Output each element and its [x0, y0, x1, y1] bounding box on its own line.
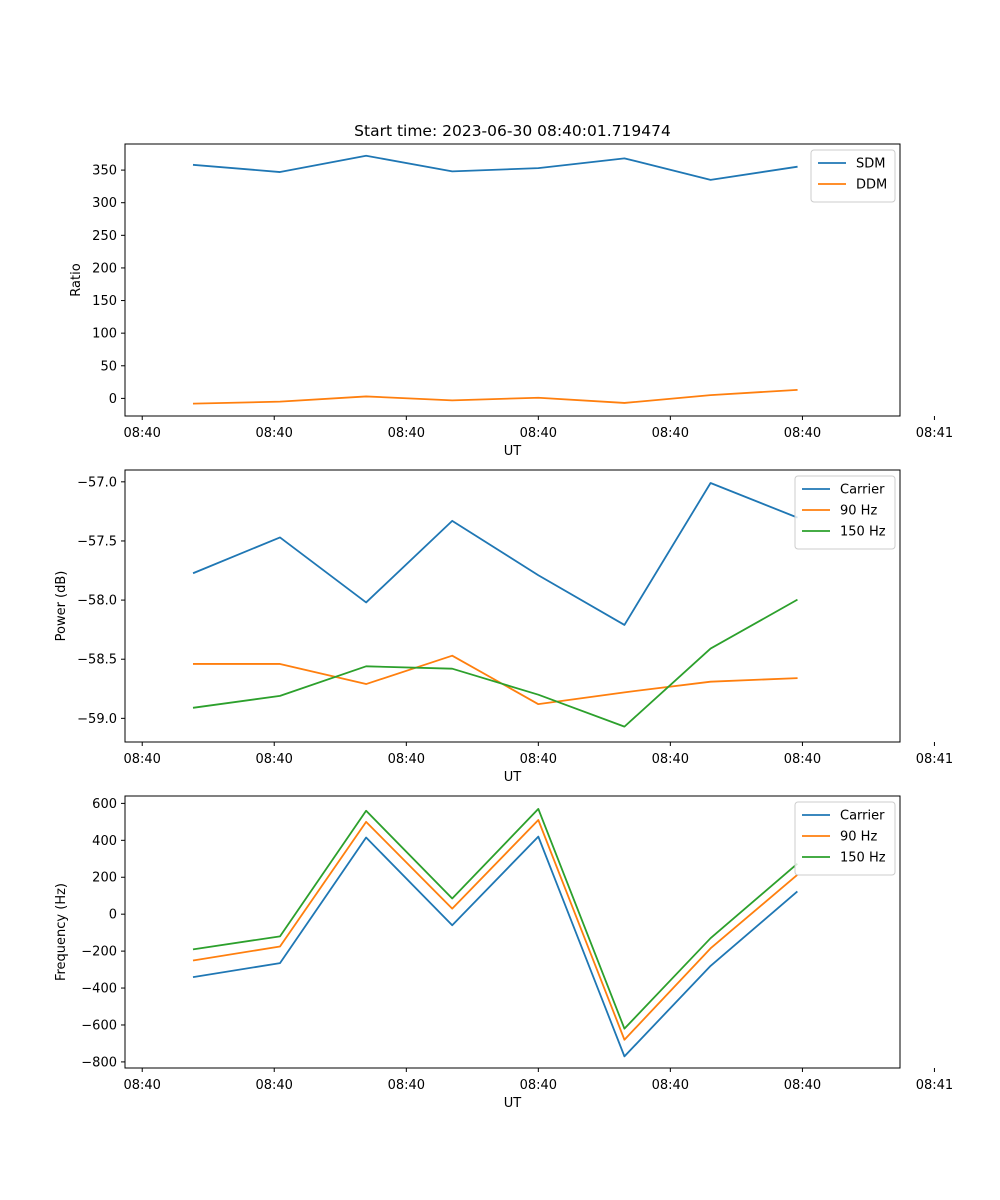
y-tick-label: 0 — [109, 908, 117, 923]
y-tick-label: −57.5 — [77, 534, 117, 549]
x-tick-label: 08:40 — [388, 752, 425, 767]
chart-panel-3: 600 400 200 0 −200 −400 −600 −800 08:40 08:40 08:4… — [54, 795, 953, 1111]
y-tick-label: 50 — [100, 359, 117, 374]
y-tick-label: 100 — [92, 327, 117, 342]
plot-area-frame — [124, 143, 901, 417]
y-tick-label: −800 — [81, 1055, 117, 1070]
y-tick-label: 0 — [109, 392, 117, 407]
y-axis-label: Power (dB) — [54, 571, 69, 642]
legend-entry: 150 Hz — [840, 851, 886, 866]
legend-entry: 90 Hz — [840, 830, 877, 845]
y-tick-label: 150 — [92, 294, 117, 309]
y-tick-label: 300 — [92, 196, 117, 211]
x-tick-label: 08:40 — [784, 1078, 821, 1093]
x-tick-label: 08:41 — [916, 1078, 953, 1093]
x-tick-label: 08:40 — [784, 752, 821, 767]
x-tick-label: 08:41 — [916, 752, 953, 767]
y-tick-label: −59.0 — [77, 712, 117, 727]
y-tick-label: 350 — [92, 164, 117, 179]
series-line-90-hz — [192, 654, 798, 706]
y-tick-label: −58.0 — [77, 594, 117, 609]
x-tick-label: 08:41 — [916, 426, 953, 441]
x-tick-label: 08:40 — [255, 426, 292, 441]
x-axis-label: UT — [504, 1096, 522, 1111]
legend-entry: DDM — [856, 178, 887, 193]
x-tick-label: 08:40 — [255, 1078, 292, 1093]
x-tick-label: 08:40 — [652, 752, 689, 767]
legend-entry: Carrier — [840, 483, 885, 498]
series-line-150-hz — [192, 808, 798, 1030]
chart-title: Start time: 2023-06-30 08:40:01.719474 — [354, 122, 671, 140]
legend: Carrier 90 Hz 150 Hz — [794, 801, 896, 876]
y-axis-label: Ratio — [69, 263, 84, 296]
series-line-sdm — [192, 154, 798, 181]
x-tick-label: 08:40 — [520, 752, 557, 767]
legend-entry: SDM — [856, 157, 885, 172]
plot-area-frame — [124, 795, 901, 1069]
y-axis-label: Frequency (Hz) — [54, 883, 69, 981]
y-tick-label: 250 — [92, 229, 117, 244]
x-tick-label: 08:40 — [784, 426, 821, 441]
x-tick-label: 08:40 — [520, 426, 557, 441]
legend-entry: Carrier — [840, 809, 885, 824]
x-tick-label: 08:40 — [123, 1078, 160, 1093]
x-tick-label: 08:40 — [652, 426, 689, 441]
y-tick-label: −600 — [81, 1018, 117, 1033]
series-line-carrier — [192, 835, 798, 1058]
x-axis-label: UT — [504, 444, 522, 459]
x-tick-label: 08:40 — [520, 1078, 557, 1093]
y-tick-label: 200 — [92, 871, 117, 886]
x-tick-label: 08:40 — [255, 752, 292, 767]
series-line-carrier — [192, 482, 798, 626]
y-tick-label: 600 — [92, 797, 117, 812]
series-line-150-hz — [192, 598, 798, 728]
legend: SDM DDM — [810, 149, 896, 203]
chart-panel-1: 0 50 100 150 200 250 300 350 08:40 08:40 08:40 08:4… — [69, 143, 953, 459]
x-tick-label: 08:40 — [123, 426, 160, 441]
series-line-90-hz — [192, 819, 798, 1041]
x-axis-label: UT — [504, 770, 522, 785]
chart-panel-2: −57.0 −57.5 −58.0 −58.5 −59.0 08:40 08:40 08:40… — [54, 469, 953, 785]
legend-entry: 150 Hz — [840, 525, 886, 540]
x-tick-label: 08:40 — [388, 426, 425, 441]
x-tick-label: 08:40 — [652, 1078, 689, 1093]
series-line-ddm — [192, 388, 798, 405]
y-tick-label: 200 — [92, 261, 117, 276]
x-tick-label: 08:40 — [123, 752, 160, 767]
y-tick-label: −58.5 — [77, 653, 117, 668]
plot-area-frame — [124, 469, 901, 743]
y-tick-label: −400 — [81, 982, 117, 997]
y-tick-label: −200 — [81, 945, 117, 960]
legend-entry: 90 Hz — [840, 504, 877, 519]
legend: Carrier 90 Hz 150 Hz — [794, 475, 896, 550]
y-tick-label: 400 — [92, 834, 117, 849]
x-tick-label: 08:40 — [388, 1078, 425, 1093]
y-tick-label: −57.0 — [77, 475, 117, 490]
